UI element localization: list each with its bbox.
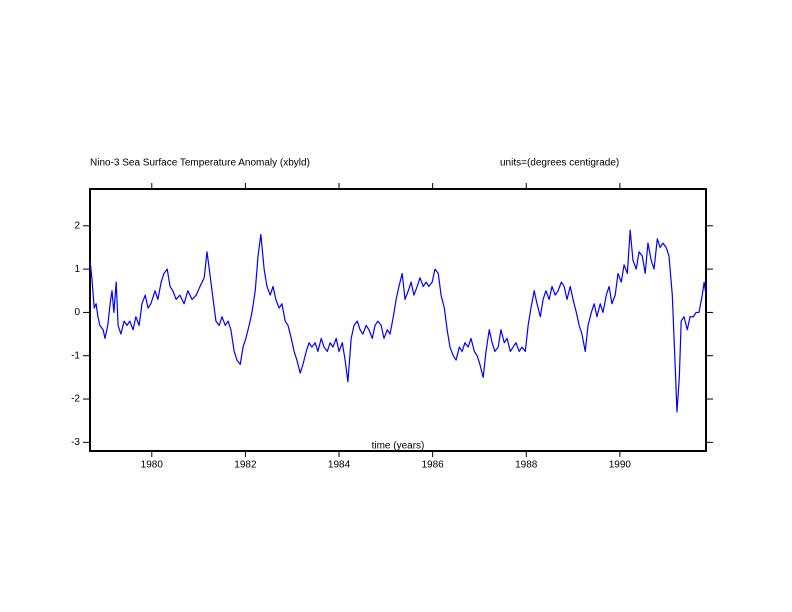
x-tick-label: 1988 <box>515 460 538 471</box>
data-line <box>89 229 707 413</box>
units-label: units=(degrees centigrade) <box>500 158 619 169</box>
y-tick-label: 0 <box>74 307 80 318</box>
x-tick-label: 1986 <box>422 460 445 471</box>
y-tick-label: -3 <box>71 437 80 448</box>
y-tick-label: -2 <box>71 394 80 405</box>
x-axis-label: time (years) <box>372 441 425 452</box>
y-tick-label: 1 <box>74 264 80 275</box>
x-tick-label: 1980 <box>141 460 164 471</box>
plot-frame <box>89 188 707 452</box>
x-tick-label: 1982 <box>234 460 257 471</box>
y-tick-label: 2 <box>74 220 80 231</box>
x-tick-label: 1984 <box>328 460 351 471</box>
x-tick-label: 1990 <box>609 460 632 471</box>
chart-title: Nino-3 Sea Surface Temperature Anomaly (… <box>90 158 310 169</box>
y-tick-label: -1 <box>71 350 80 361</box>
